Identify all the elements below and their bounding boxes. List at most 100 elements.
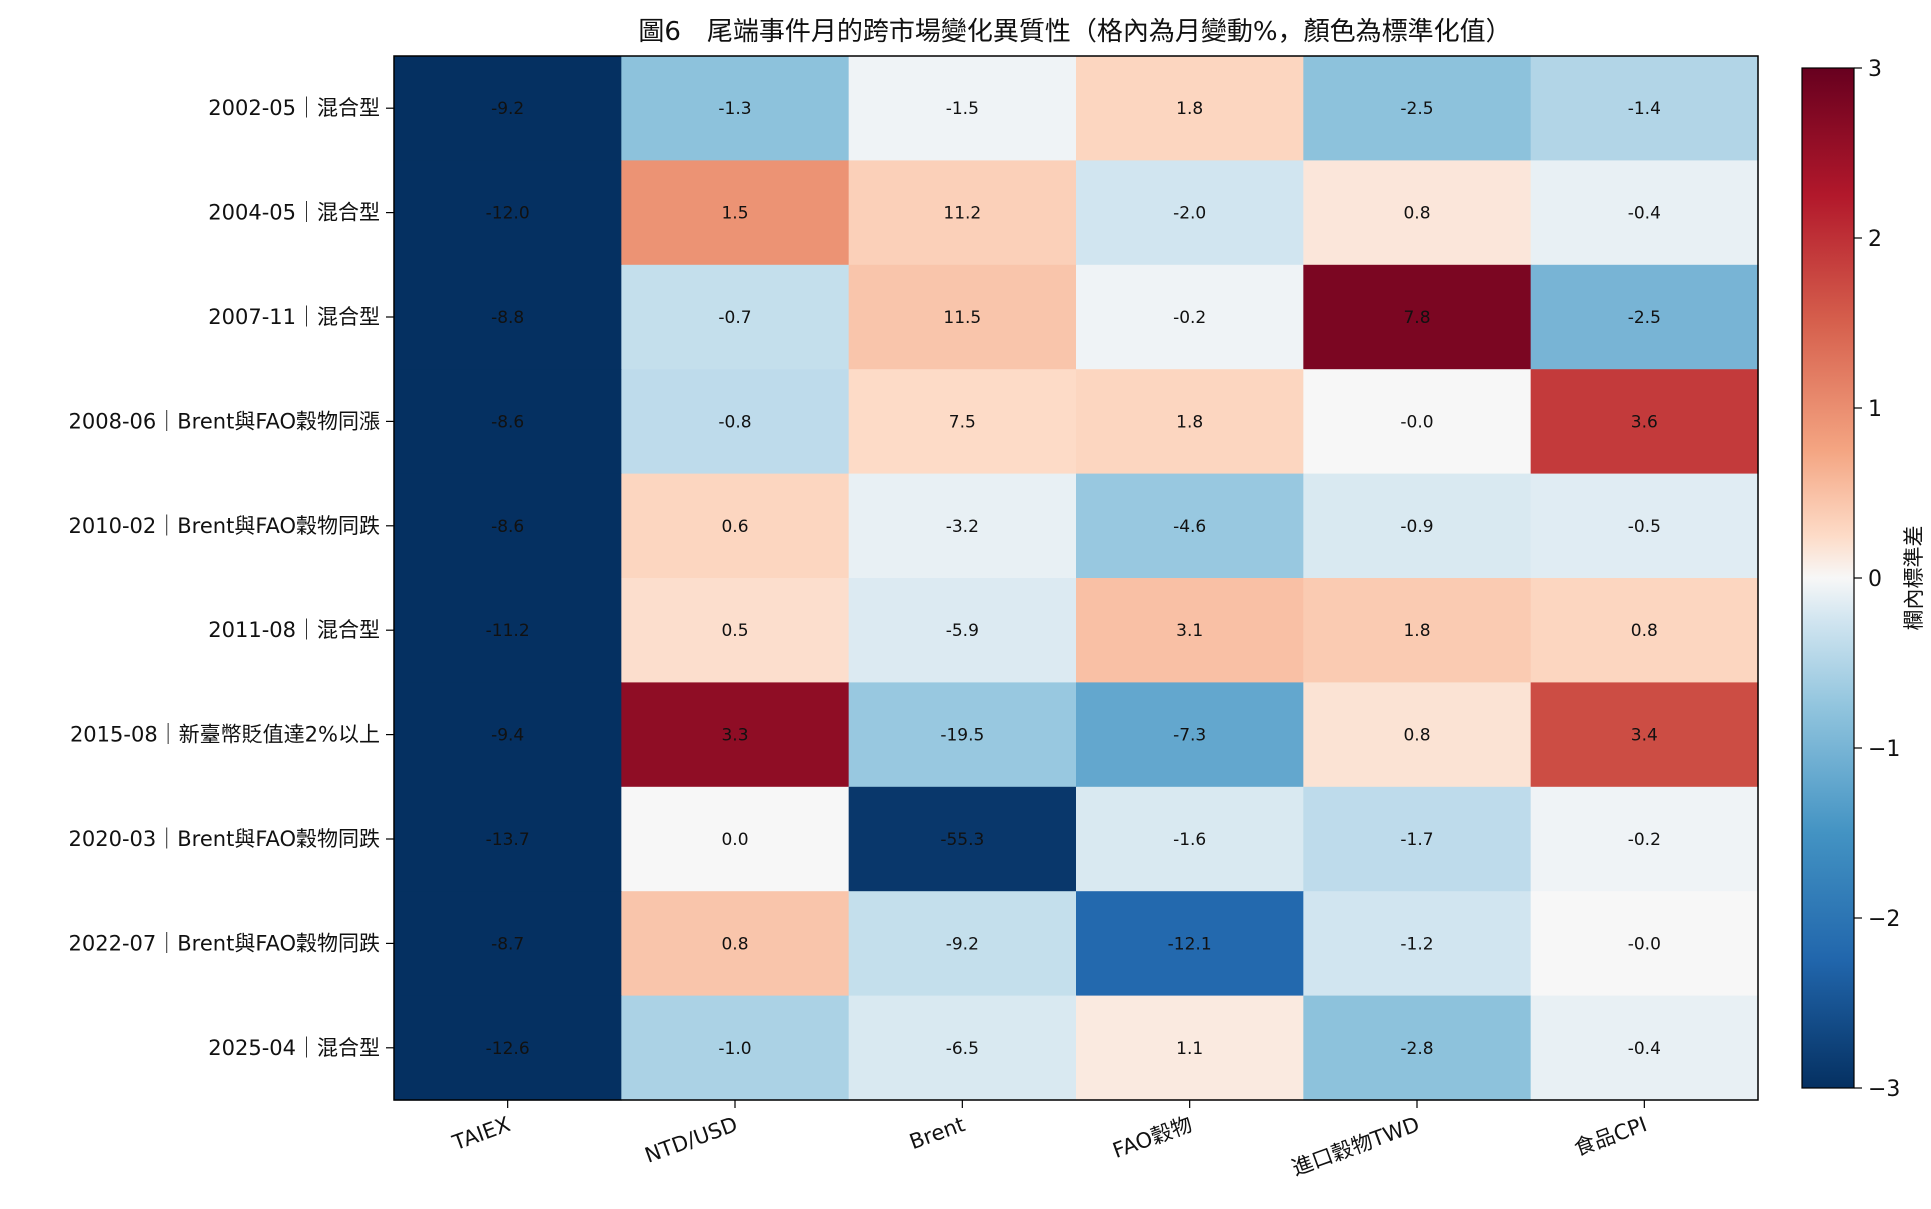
heatmap-cell bbox=[1303, 264, 1532, 370]
heatmap-cell bbox=[848, 786, 1077, 892]
heatmap-cell bbox=[1076, 369, 1304, 475]
cell-value-label: 3.1 bbox=[1176, 621, 1203, 641]
cell-value-label: -12.6 bbox=[486, 1039, 530, 1059]
cell-value-label: -1.6 bbox=[1173, 830, 1206, 850]
heatmap-cell bbox=[394, 995, 622, 1101]
cell-labels: -9.2 -1.3 -1.5 1.8 -2.5 -1.4 -12.0 1.5 11.2 -2.0 0… bbox=[486, 99, 1661, 1059]
cell-value-label: 0.8 bbox=[721, 934, 748, 954]
heatmap-cell bbox=[621, 786, 850, 892]
heatmap-cell bbox=[1303, 995, 1532, 1101]
cell-value-label: -0.9 bbox=[1400, 517, 1433, 537]
y-tick-label: 2010-02｜Brent與FAO穀物同跌 bbox=[69, 514, 380, 538]
cell-value-label: -0.2 bbox=[1173, 308, 1206, 328]
cell-value-label: 3.6 bbox=[1631, 412, 1658, 432]
cell-value-label: -2.5 bbox=[1628, 308, 1661, 328]
colorbar-tick-label: 3 bbox=[1868, 57, 1882, 82]
colorbar-tick-label: −3 bbox=[1868, 1077, 1900, 1102]
cell-value-label: -0.8 bbox=[718, 412, 751, 432]
heatmap-cell bbox=[848, 160, 1077, 266]
colorbar-tick-label: 1 bbox=[1868, 397, 1882, 422]
cell-value-label: -8.8 bbox=[491, 308, 524, 328]
y-tick-label: 2007-11｜混合型 bbox=[208, 305, 380, 329]
heatmap-cell bbox=[394, 56, 622, 161]
y-tick-label: 2002-05｜混合型 bbox=[208, 96, 380, 120]
heatmap-cell bbox=[1076, 264, 1304, 370]
colorbar-tick-label: −2 bbox=[1868, 907, 1900, 932]
heatmap-cell bbox=[621, 578, 850, 683]
heatmap-cell bbox=[1076, 160, 1304, 266]
plot-frame bbox=[393, 55, 1759, 1101]
heatmap-cell bbox=[1530, 682, 1759, 788]
heatmap-cell bbox=[848, 369, 1077, 475]
heatmap-cell bbox=[1530, 473, 1759, 579]
heatmap-cell bbox=[1303, 578, 1532, 683]
x-tick-label: NTD/USD bbox=[642, 1112, 741, 1168]
cell-value-label: 11.5 bbox=[943, 308, 981, 328]
cell-value-label: 1.8 bbox=[1176, 99, 1203, 119]
cell-value-label: -0.4 bbox=[1628, 204, 1661, 224]
cell-value-label: 1.1 bbox=[1176, 1039, 1203, 1059]
cell-value-label: -12.1 bbox=[1168, 934, 1212, 954]
cell-value-label: -2.0 bbox=[1173, 204, 1206, 224]
heatmap-cell bbox=[394, 682, 622, 788]
cell-value-label: -1.7 bbox=[1400, 830, 1433, 850]
y-tick-label: 2020-03｜Brent與FAO穀物同跌 bbox=[69, 827, 380, 851]
x-tick-label: Brent bbox=[906, 1112, 968, 1154]
cell-value-label: -9.2 bbox=[946, 934, 979, 954]
cell-value-label: 7.8 bbox=[1403, 308, 1430, 328]
heatmap-cell bbox=[621, 473, 850, 579]
cell-value-label: -1.2 bbox=[1400, 934, 1433, 954]
cell-value-label: 0.8 bbox=[1403, 726, 1430, 746]
cell-value-label: -0.4 bbox=[1628, 1039, 1661, 1059]
colorbar-tick-label: 2 bbox=[1868, 227, 1882, 252]
cell-value-label: -55.3 bbox=[940, 830, 984, 850]
heatmap-cell bbox=[848, 473, 1077, 579]
cell-value-label: -2.8 bbox=[1400, 1039, 1433, 1059]
heatmap-cell bbox=[621, 995, 850, 1101]
cell-value-label: -1.4 bbox=[1628, 99, 1661, 119]
heatmap-cell bbox=[1303, 369, 1532, 475]
heatmap-cell bbox=[1303, 473, 1532, 579]
cell-value-label: 0.8 bbox=[1631, 621, 1658, 641]
cell-value-label: -1.0 bbox=[718, 1039, 751, 1059]
heatmap-cell bbox=[1076, 473, 1304, 579]
heatmap-cell bbox=[1303, 56, 1532, 161]
cell-value-label: -8.7 bbox=[491, 934, 524, 954]
cell-value-label: 1.8 bbox=[1403, 621, 1430, 641]
cell-value-label: 0.6 bbox=[721, 517, 748, 537]
cell-value-label: -9.4 bbox=[491, 726, 524, 746]
cell-value-label: 0.8 bbox=[1403, 204, 1430, 224]
heatmap-cell bbox=[394, 160, 622, 266]
cell-value-label: -3.2 bbox=[946, 517, 979, 537]
cell-value-label: -11.2 bbox=[486, 621, 530, 641]
heatmap-cell bbox=[1076, 786, 1304, 892]
y-tick-label: 2022-07｜Brent與FAO穀物同跌 bbox=[69, 931, 380, 955]
cell-value-label: -0.7 bbox=[718, 308, 751, 328]
heatmap-cell bbox=[848, 995, 1077, 1101]
heatmap-cell bbox=[1303, 891, 1532, 997]
colorbar-gradient bbox=[1801, 67, 1855, 1089]
cell-value-label: -0.0 bbox=[1628, 934, 1661, 954]
heatmap-cell bbox=[848, 56, 1077, 161]
heatmap-cell bbox=[848, 682, 1077, 788]
heatmap-cell bbox=[1530, 891, 1759, 997]
heatmap-cell bbox=[848, 578, 1077, 683]
y-tick-label: 2008-06｜Brent與FAO穀物同漲 bbox=[69, 409, 380, 433]
cell-value-label: -5.9 bbox=[946, 621, 979, 641]
heatmap-cell bbox=[1530, 160, 1759, 266]
heatmap-cell bbox=[1303, 786, 1532, 892]
cell-value-label: -0.2 bbox=[1628, 830, 1661, 850]
cell-value-label: -9.2 bbox=[491, 99, 524, 119]
heatmap-cell bbox=[394, 473, 622, 579]
heatmap-cell bbox=[848, 891, 1077, 997]
cell-value-label: -7.3 bbox=[1173, 726, 1206, 746]
cell-value-label: 7.5 bbox=[949, 412, 976, 432]
cell-value-label: -0.5 bbox=[1628, 517, 1661, 537]
heatmap-cell bbox=[1530, 786, 1759, 892]
heatmap-cell bbox=[394, 891, 622, 997]
cell-value-label: -4.6 bbox=[1173, 517, 1206, 537]
x-axis: TAIEX NTD/USD Brent FAO穀物 進口穀物TWD 食品CPI bbox=[448, 1100, 1650, 1180]
cell-value-label: 1.5 bbox=[721, 204, 748, 224]
